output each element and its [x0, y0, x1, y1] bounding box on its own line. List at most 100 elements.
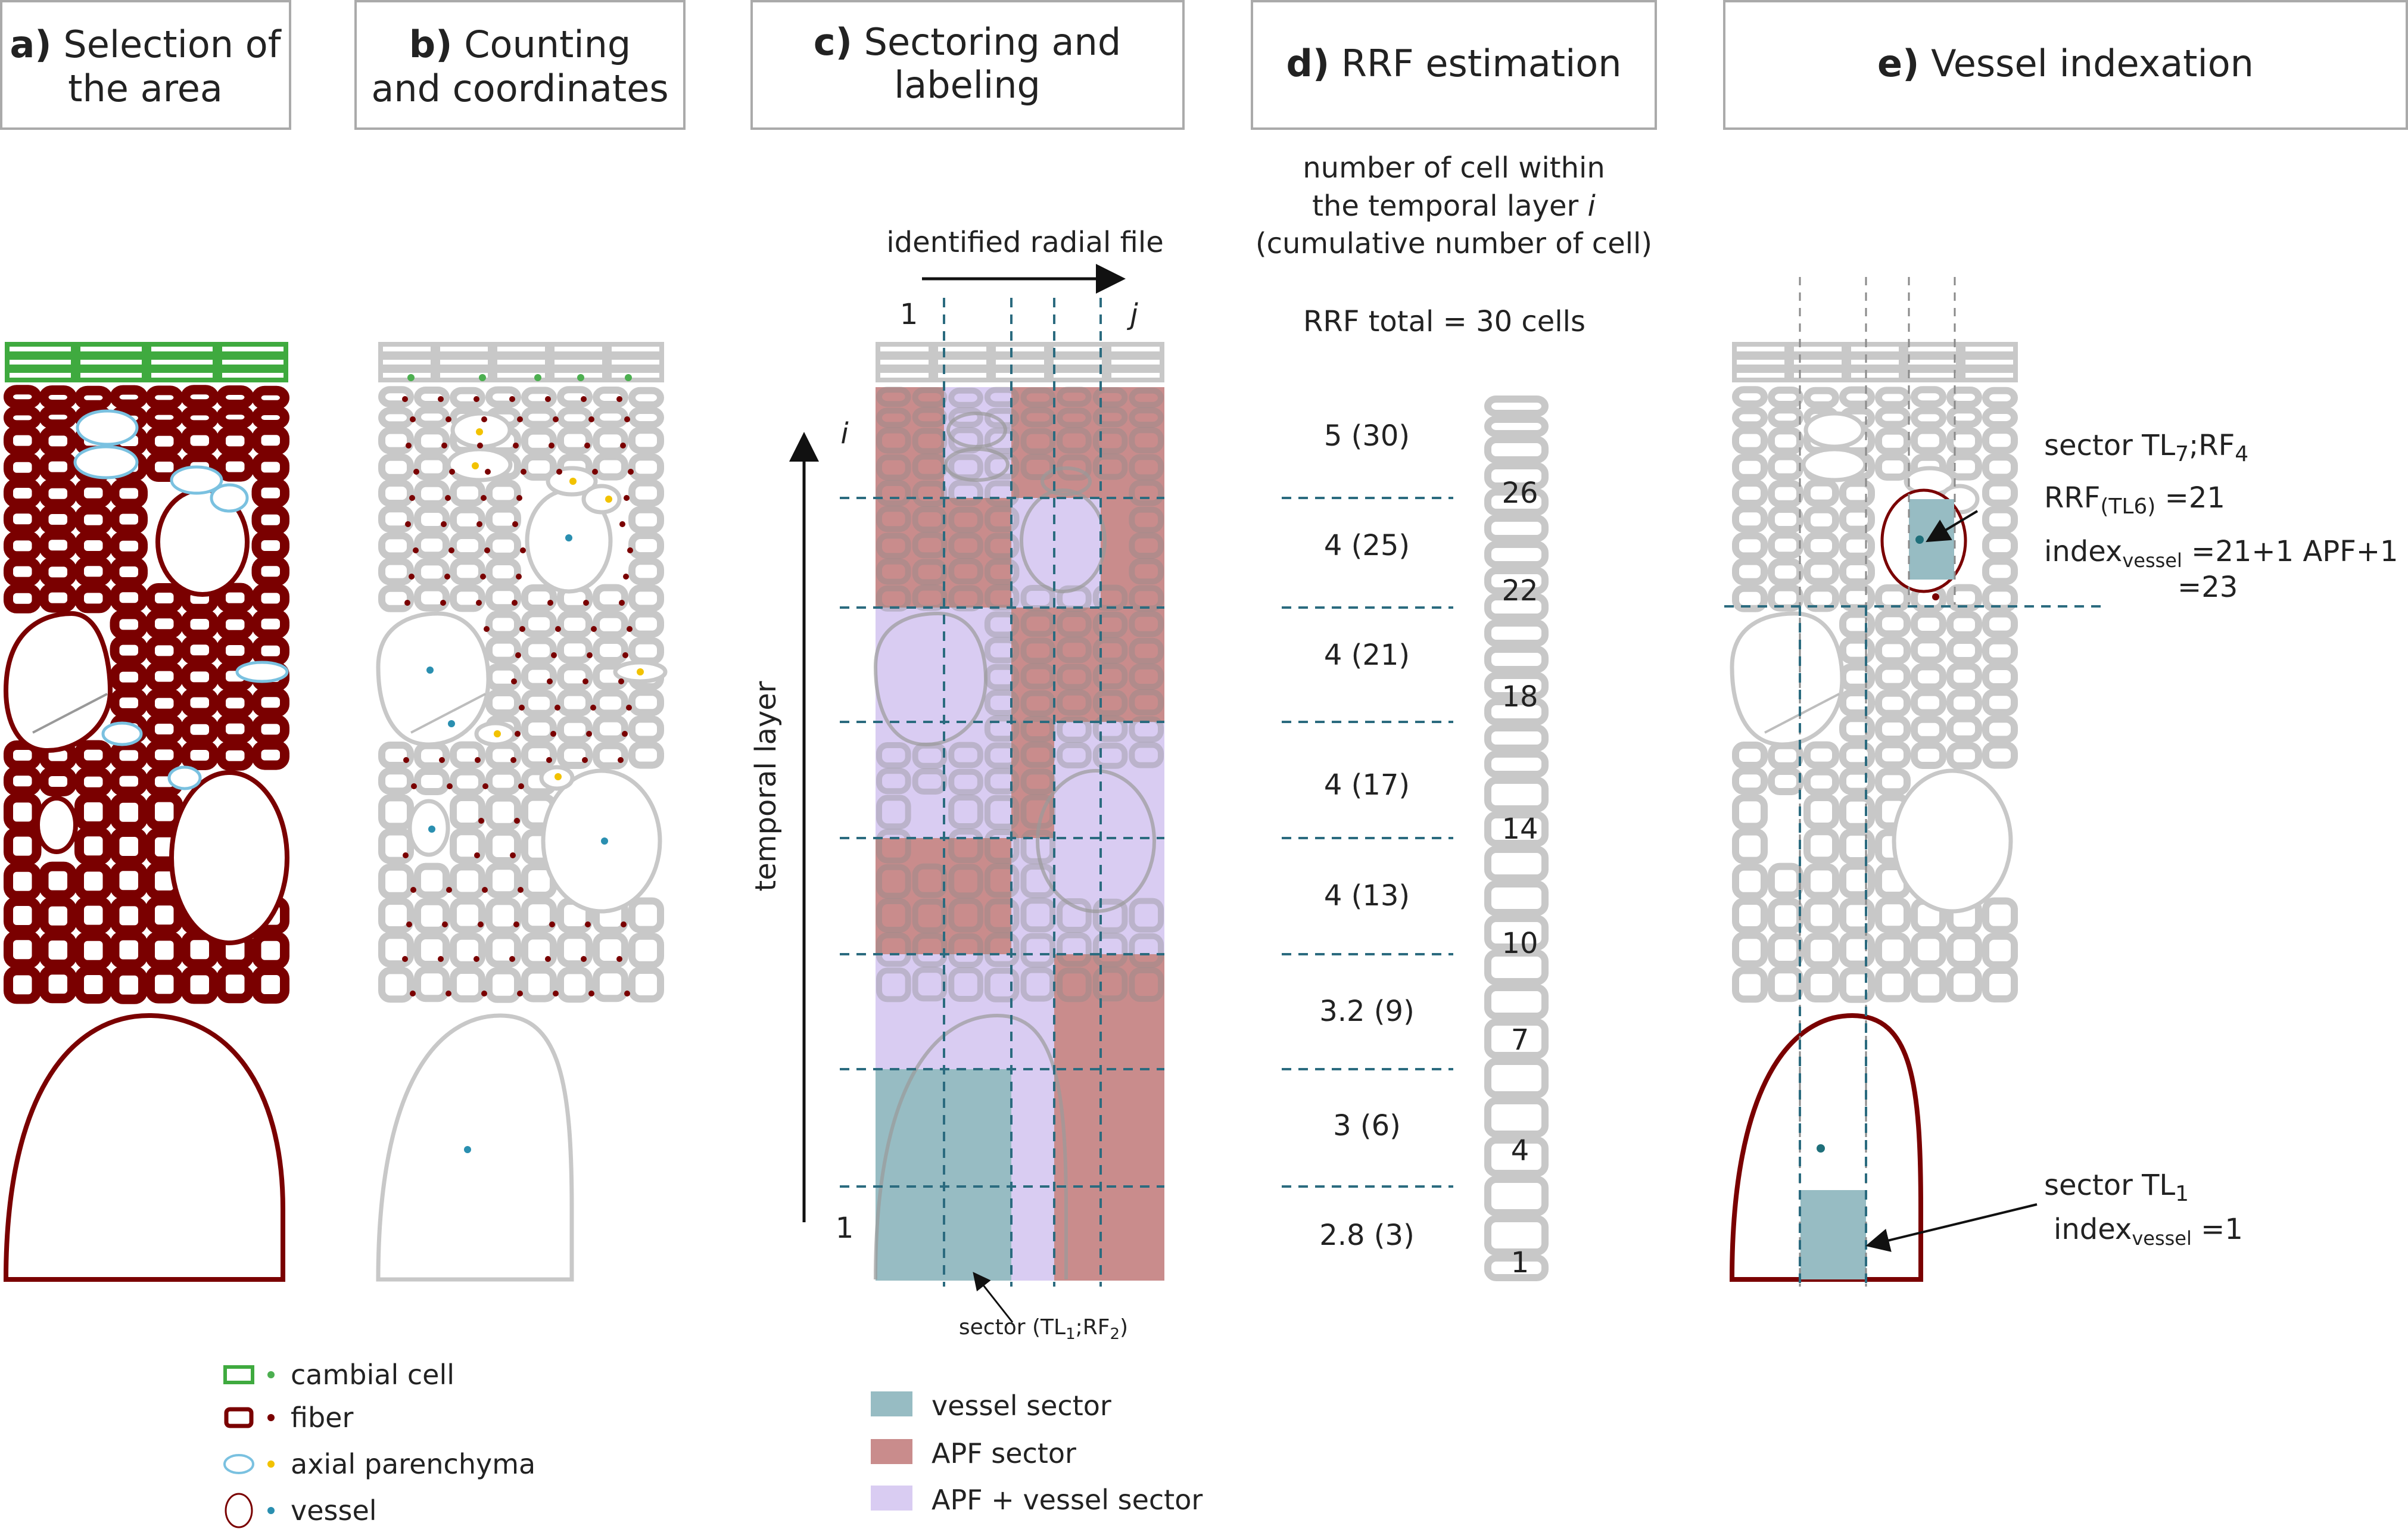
tissue-cell: [110, 583, 148, 613]
tissue-cell: [4, 740, 42, 770]
rrf-cell: [1484, 1176, 1549, 1216]
panel-e-title: e) Vessel indexation: [1723, 0, 2408, 130]
cambial-cell: [991, 355, 1049, 369]
panel-a-tissue: [3, 342, 289, 1282]
rrf-cell: [1484, 949, 1549, 985]
tissue-cell: [1732, 932, 1768, 968]
tissue-cell: [216, 636, 254, 665]
index-vessel-bottom: indexvessel =1: [2054, 1213, 2243, 1250]
fiber-dot: [549, 921, 555, 927]
svg-text:c) Sectoring and: c) Sectoring and: [814, 20, 1121, 64]
tissue-cell: [1732, 386, 1768, 408]
tissue-cell: [521, 610, 557, 638]
tissue-cell: [485, 584, 521, 612]
tissue-cell: [251, 505, 289, 535]
tissue-cell: [1982, 715, 2018, 743]
temporal-layer-label: temporal layer: [749, 681, 783, 891]
tissue-cell: [251, 406, 289, 429]
tissue-cell: [216, 740, 254, 771]
tissue-cell: [110, 609, 148, 640]
rrf-cell: [1484, 541, 1549, 568]
cambial-cell: [876, 355, 933, 369]
tissue-cell: [1982, 506, 2018, 534]
cambial-cell: [493, 368, 550, 382]
tissue-cell: [984, 932, 1020, 967]
tissue-cell: [521, 637, 557, 665]
legend-cambial-swatch: [223, 1365, 254, 1384]
tissue-cell: [414, 898, 450, 934]
tissue-cell: [485, 967, 521, 1003]
panel-c-vessels: [873, 412, 1156, 1280]
tissue-cell: [876, 387, 911, 407]
cambial-cell: [1049, 368, 1107, 382]
index-vessel-top: indexvessel =21+1 APF+1: [2044, 535, 2398, 572]
tissue-cell: [1803, 768, 1839, 796]
cambial-cell: [876, 342, 933, 356]
tissue-cell: [1129, 479, 1164, 506]
tissue-cell: [216, 451, 254, 482]
legend-fiber-swatch: [224, 1407, 254, 1428]
cambial-cell: [1961, 342, 2018, 356]
tissue-cell: [628, 453, 664, 481]
cambial-cell: [76, 342, 147, 356]
tissue-cell: [4, 478, 42, 508]
tissue-cell: [1129, 898, 1164, 933]
parenchyma-dot: [472, 462, 479, 469]
tissue-cell: [216, 583, 254, 613]
tissue-cell: [593, 611, 628, 639]
tissue-cell: [378, 767, 414, 795]
fiber-dot: [621, 921, 627, 927]
tissue-cell: [876, 506, 911, 532]
tissue-cell: [39, 385, 77, 409]
tissue-cell: [110, 635, 148, 665]
tissue-cell: [1839, 505, 1875, 533]
rrf-cell: [1484, 593, 1549, 621]
tissue-cell: [948, 864, 983, 899]
tissue-cell: [74, 931, 113, 970]
tissue-cell: [1057, 637, 1092, 664]
legend-cambial-cell: cambial cell: [223, 1359, 454, 1391]
cambial-cell: [1049, 355, 1107, 369]
rrf-layer-value: 3.2 (9): [1319, 995, 1415, 1028]
tissue-cell: [1839, 932, 1875, 968]
tissue-cell: [984, 863, 1020, 898]
cambial-dot: [577, 374, 584, 381]
tissue-cell: [414, 584, 450, 612]
cambial-cell: [217, 342, 288, 356]
tissue-cell: [1768, 406, 1803, 428]
tissue-cell: [378, 898, 414, 933]
cambial-cell: [5, 368, 76, 382]
fiber-dot: [545, 396, 551, 402]
tissue-cell: [251, 966, 289, 1004]
legend-fiber: fiber: [224, 1402, 353, 1434]
panel-d-line1: RRF estimation: [1341, 42, 1622, 85]
row-top-label: i: [840, 417, 849, 450]
tissue-cell: [1911, 689, 1946, 717]
tissue-cell: [1092, 933, 1128, 967]
tissue-cell: [1839, 532, 1875, 560]
legend-cambial-label: cambial cell: [291, 1359, 454, 1391]
tissue-cell: [414, 966, 450, 1002]
fiber-dot: [405, 521, 411, 527]
tissue-cell: [984, 898, 1020, 933]
tissue-cell: [1982, 689, 2018, 717]
tissue-cell: [1946, 637, 1982, 664]
tissue-cell: [251, 478, 289, 508]
fiber-dot: [624, 495, 630, 501]
tissue-cell: [628, 689, 664, 717]
rrf-cell: [1484, 777, 1549, 812]
fiber-dot: [445, 495, 451, 501]
tissue-cell: [1129, 716, 1164, 743]
fiber-dot: [480, 574, 486, 580]
bottom-sector-arrow: [1865, 1203, 2038, 1252]
tissue-cell: [876, 898, 911, 933]
tissue-cell: [1839, 689, 1875, 717]
fiber-dot: [402, 956, 408, 962]
cambial-cell: [76, 355, 147, 369]
fiber-dot: [588, 416, 594, 422]
rrf-total: RRF total = 30 cells: [1303, 305, 1585, 338]
tissue-cell: [628, 558, 664, 586]
tissue-cell: [251, 452, 289, 482]
rrf-cell: [1484, 1254, 1549, 1281]
fiber-dot: [476, 521, 482, 527]
